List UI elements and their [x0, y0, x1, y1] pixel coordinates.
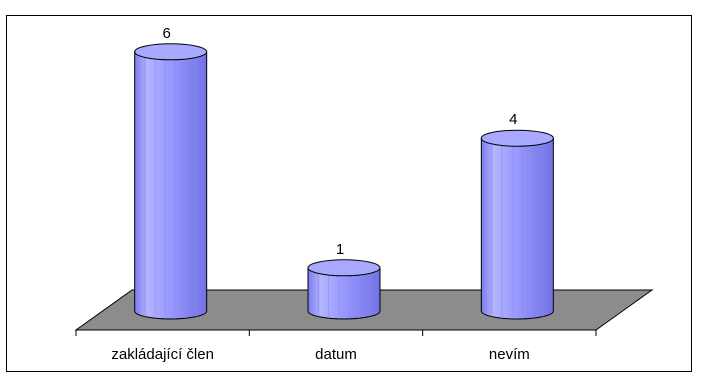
x-axis-ticks: [75, 330, 597, 336]
category-label: datum: [315, 346, 357, 363]
bar-top: [307, 259, 381, 277]
bar-1: [134, 43, 208, 320]
data-labels-group: 6 1 4: [162, 25, 517, 258]
bar-top: [480, 129, 554, 147]
bar-2: [307, 259, 381, 320]
bar-body: [307, 267, 381, 320]
bar-3: [480, 129, 554, 320]
bars-group: [134, 43, 554, 320]
bar-top: [134, 43, 208, 61]
bar-body: [134, 51, 208, 320]
category-label: zakládající člen: [111, 346, 214, 363]
data-label: 1: [336, 241, 344, 258]
data-label: 6: [162, 25, 170, 42]
category-labels-group: zakládající člen datum nevím: [111, 346, 529, 363]
category-label: nevím: [489, 346, 530, 363]
bar-body: [480, 137, 554, 320]
data-label: 4: [509, 111, 517, 128]
